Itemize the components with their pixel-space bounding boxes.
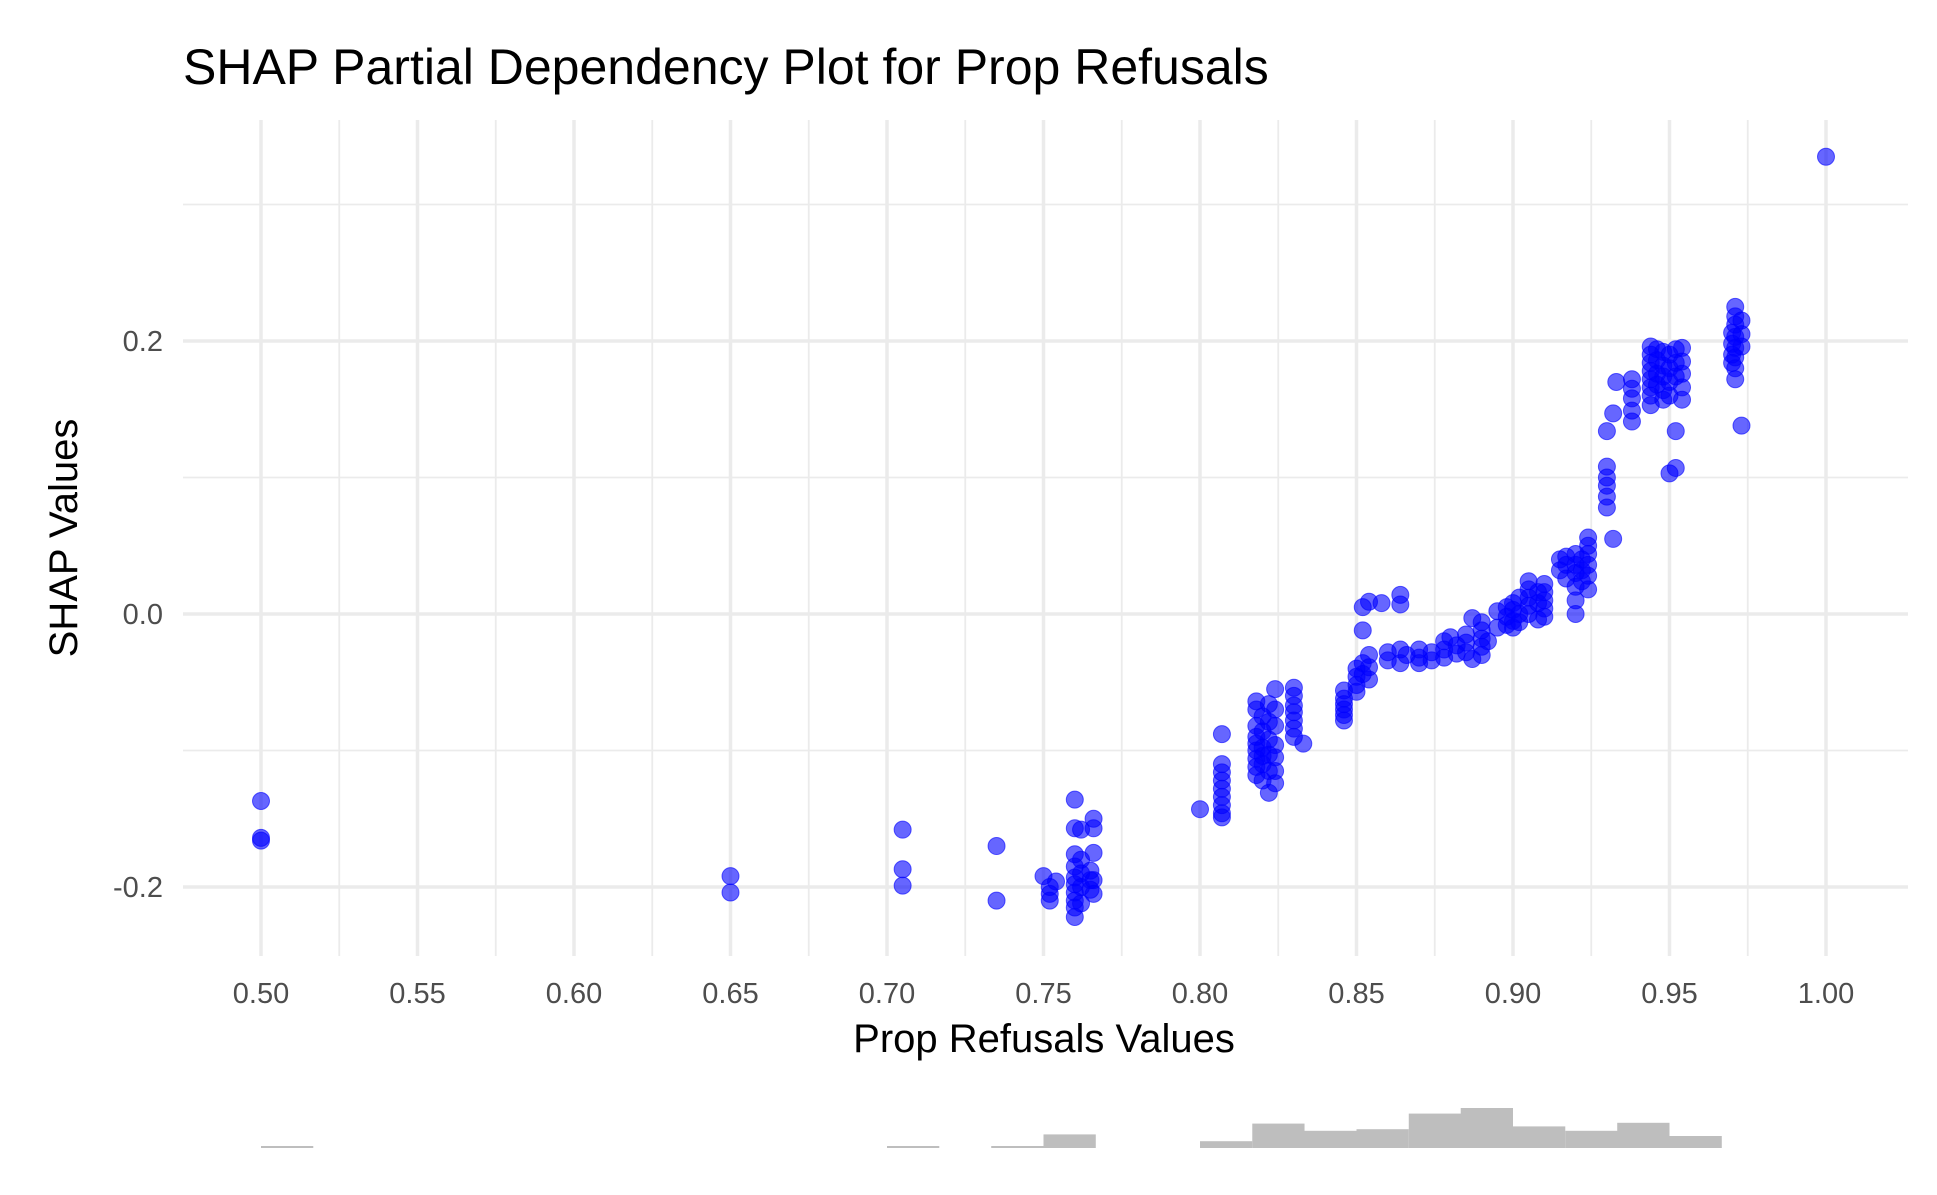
data-point	[721, 867, 740, 886]
histogram-bar	[887, 1146, 940, 1148]
x-tick-label: 1.00	[1798, 978, 1854, 1010]
data-point	[1391, 585, 1410, 604]
data-point	[1566, 605, 1585, 623]
histogram-bar	[1513, 1126, 1566, 1148]
histogram-bar	[1304, 1130, 1357, 1148]
data-point	[1732, 337, 1751, 356]
x-tick-label: 0.65	[702, 978, 758, 1010]
x-tick-label: 0.95	[1641, 978, 1697, 1010]
histogram-bar	[1356, 1129, 1409, 1148]
data-point	[987, 891, 1006, 910]
x-tick-label: 0.60	[546, 978, 602, 1010]
x-axis-label: Prop Refusals Values	[853, 1017, 1235, 1061]
data-point	[1065, 790, 1084, 809]
data-point	[721, 883, 740, 902]
data-point	[1266, 774, 1285, 793]
data-point	[1212, 808, 1231, 827]
data-point	[1478, 632, 1497, 651]
data-point	[1607, 372, 1626, 391]
data-point	[1579, 580, 1598, 599]
data-point	[1817, 147, 1835, 166]
data-point	[1084, 843, 1103, 862]
data-point	[1622, 412, 1641, 431]
data-point	[252, 831, 270, 850]
histogram-bar	[991, 1146, 1044, 1148]
data-point	[1191, 800, 1209, 819]
data-point	[1347, 682, 1366, 701]
y-tick-label: 0.0	[123, 599, 163, 631]
data-point	[1353, 621, 1372, 640]
x-tick-label: 0.55	[389, 978, 445, 1010]
data-point	[1266, 680, 1285, 699]
data-point	[1212, 725, 1231, 744]
data-point	[987, 837, 1006, 856]
data-point	[1372, 594, 1391, 613]
histogram-bar	[1408, 1113, 1462, 1148]
histogram-bar	[1617, 1122, 1670, 1148]
x-tick-label: 0.70	[859, 978, 915, 1010]
data-point	[252, 792, 270, 811]
x-tick-label: 0.90	[1485, 978, 1541, 1010]
histogram-bar	[261, 1146, 314, 1148]
data-point	[1604, 529, 1623, 548]
scatter-points	[252, 147, 1835, 927]
data-point	[1604, 404, 1623, 423]
data-point	[1040, 891, 1059, 910]
histogram	[261, 1108, 1722, 1148]
data-point	[1732, 416, 1751, 435]
data-point	[1673, 390, 1692, 409]
data-point	[1047, 872, 1066, 891]
x-tick-label: 0.80	[1172, 978, 1228, 1010]
histogram-bar	[1565, 1130, 1618, 1148]
grid	[183, 120, 1908, 956]
data-point	[1535, 607, 1554, 626]
chart-title: SHAP Partial Dependency Plot for Prop Re…	[183, 39, 1269, 95]
x-tick-label: 0.85	[1328, 978, 1384, 1010]
data-point	[1294, 734, 1313, 753]
data-point	[1726, 370, 1745, 389]
data-point	[893, 860, 912, 879]
x-tick-label: 0.50	[233, 978, 289, 1010]
data-point	[1266, 700, 1285, 719]
histogram-bar	[1043, 1134, 1096, 1148]
histogram-bar	[1669, 1136, 1722, 1148]
y-axis-label: SHAP Values	[42, 419, 86, 658]
data-point	[893, 876, 912, 895]
histogram-bar	[1460, 1108, 1513, 1148]
data-point	[1360, 670, 1379, 689]
data-point	[1084, 884, 1103, 903]
data-point	[1666, 458, 1685, 477]
data-point	[1666, 422, 1685, 441]
tick-labels: 0.50 0.55 0.60 0.65 0.70 0.75 0.80 0.85 0.90 0.95…	[113, 326, 1854, 1010]
y-tick-label: 0.2	[123, 326, 163, 358]
histogram-bar	[1252, 1123, 1305, 1148]
data-point	[1597, 422, 1616, 441]
data-point	[1597, 498, 1616, 517]
data-point	[1334, 711, 1353, 730]
data-point	[1084, 819, 1103, 838]
y-tick-label: -0.2	[113, 872, 163, 904]
data-point	[1072, 894, 1091, 913]
x-tick-label: 0.75	[1015, 978, 1071, 1010]
data-point	[893, 820, 912, 839]
data-point	[1266, 716, 1285, 735]
histogram-bar	[1200, 1141, 1253, 1148]
